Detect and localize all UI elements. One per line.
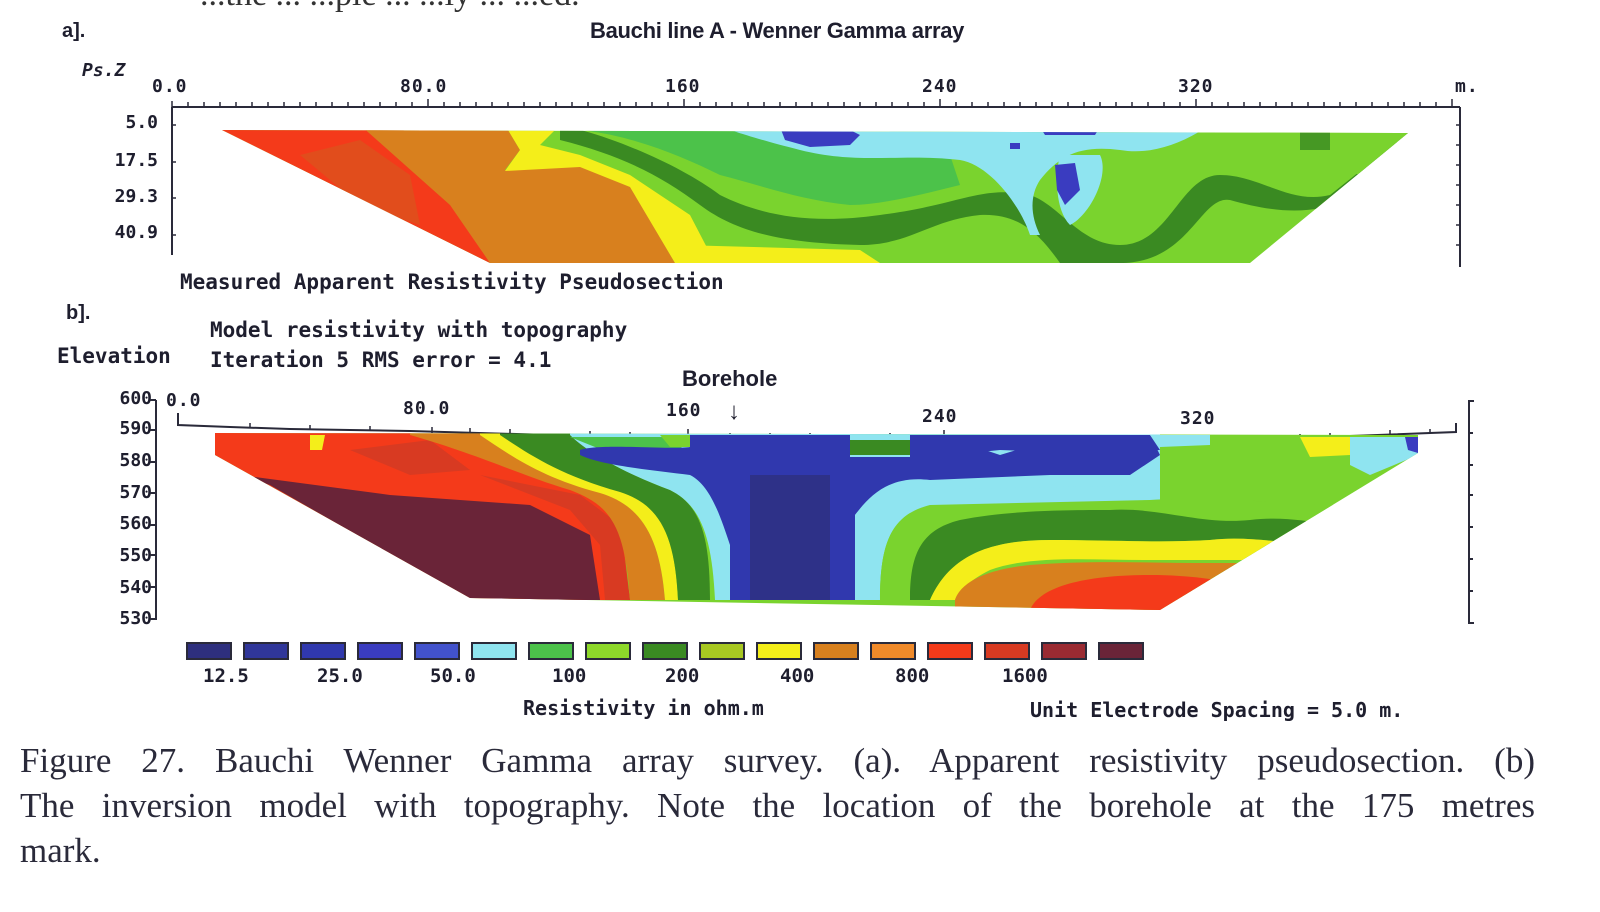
- legend-swatch: [813, 642, 859, 660]
- legend-title: Resistivity in ohm.m: [523, 696, 764, 720]
- legend-swatch: [186, 642, 232, 660]
- legend-swatch: [585, 642, 631, 660]
- panel-b-x-tick: 240: [922, 406, 958, 427]
- electrode-spacing-note: Unit Electrode Spacing = 5.0 m.: [1030, 698, 1404, 722]
- legend-swatch: [927, 642, 973, 660]
- partial-top-text: ...the ... ...ple ... ...ly ... ...ed.: [200, 0, 580, 14]
- panel-b-x-tick: 320: [1180, 408, 1216, 429]
- panel-b-y-tick: 600: [119, 388, 152, 409]
- legend-label: 800: [895, 665, 930, 687]
- panel-b-x-tick: 0.0: [166, 390, 202, 411]
- legend-swatch: [357, 642, 403, 660]
- panel-b-x-tick: 160: [666, 400, 702, 421]
- legend-label: 1600: [1002, 665, 1048, 687]
- panel-b-iteration-text: Iteration 5 RMS error = 4.1: [210, 348, 552, 372]
- caption-line: mark.: [20, 831, 101, 870]
- legend-swatch: [300, 642, 346, 660]
- panel-a-subtitle: Measured Apparent Resistivity Pseudosect…: [180, 270, 724, 294]
- panel-b-x-tick: 80.0: [403, 398, 451, 419]
- legend-label: 25.0: [317, 665, 363, 687]
- legend-swatch: [471, 642, 517, 660]
- panel-a-x-unit: m.: [1455, 76, 1479, 97]
- caption-line: The inversion model with topography. Not…: [20, 786, 1535, 825]
- legend-swatch: [699, 642, 745, 660]
- panel-b-y-tick: 590: [119, 418, 152, 439]
- panel-a-y-tick: 5.0: [125, 112, 158, 133]
- panel-a-label: a].: [62, 20, 86, 42]
- panel-b-y-tick: 540: [119, 577, 152, 598]
- color-legend: [186, 642, 1155, 660]
- panel-b-y-tick: 580: [119, 450, 152, 471]
- panel-b-y-axis-label: Elevation: [57, 344, 171, 368]
- legend-swatch: [243, 642, 289, 660]
- panel-b-y-tick: 570: [119, 482, 152, 503]
- panel-a-y-axis-label: Ps.Z: [82, 60, 126, 81]
- panel-a-y-tick: 40.9: [114, 222, 158, 243]
- panel-b-model-plot: [150, 399, 1474, 624]
- legend-swatch: [414, 642, 460, 660]
- panel-a-x-tick: 320: [1178, 76, 1214, 97]
- legend-label: 50.0: [430, 665, 476, 687]
- legend-swatch: [1041, 642, 1087, 660]
- panel-a-x-tick: 160: [665, 76, 701, 97]
- panel-b-label: b].: [66, 302, 91, 324]
- legend-swatch: [1098, 642, 1144, 660]
- panel-b-y-tick: 560: [119, 513, 152, 534]
- panel-a-x-tick: 0.0: [152, 76, 188, 97]
- legend-swatch: [984, 642, 1030, 660]
- legend-swatch: [528, 642, 574, 660]
- legend-swatch: [870, 642, 916, 660]
- legend-swatch: [756, 642, 802, 660]
- panel-b-y-tick: 530: [119, 608, 152, 629]
- panel-a-title: Bauchi line A - Wenner Gamma array: [590, 18, 965, 43]
- caption-line: Figure 27. Bauchi Wenner Gamma array sur…: [20, 741, 1535, 780]
- figure-caption: Figure 27. Bauchi Wenner Gamma array sur…: [20, 738, 1535, 873]
- panel-a-pseudosection-plot: [171, 99, 1461, 267]
- panel-a-x-tick: 80.0: [400, 76, 448, 97]
- panel-b-title: Model resistivity with topography: [210, 318, 628, 342]
- panel-a-y-tick: 17.5: [114, 150, 158, 171]
- legend-label: 100: [552, 665, 587, 687]
- panel-b-y-tick: 550: [119, 545, 152, 566]
- legend-swatch: [642, 642, 688, 660]
- panel-a-x-tick: 240: [922, 76, 958, 97]
- legend-label: 12.5: [203, 665, 249, 687]
- panel-a-y-tick: 29.3: [114, 186, 158, 207]
- legend-label: 400: [780, 665, 815, 687]
- borehole-label: Borehole: [682, 366, 778, 391]
- legend-label: 200: [665, 665, 700, 687]
- borehole-arrow-icon: ↓: [728, 398, 740, 425]
